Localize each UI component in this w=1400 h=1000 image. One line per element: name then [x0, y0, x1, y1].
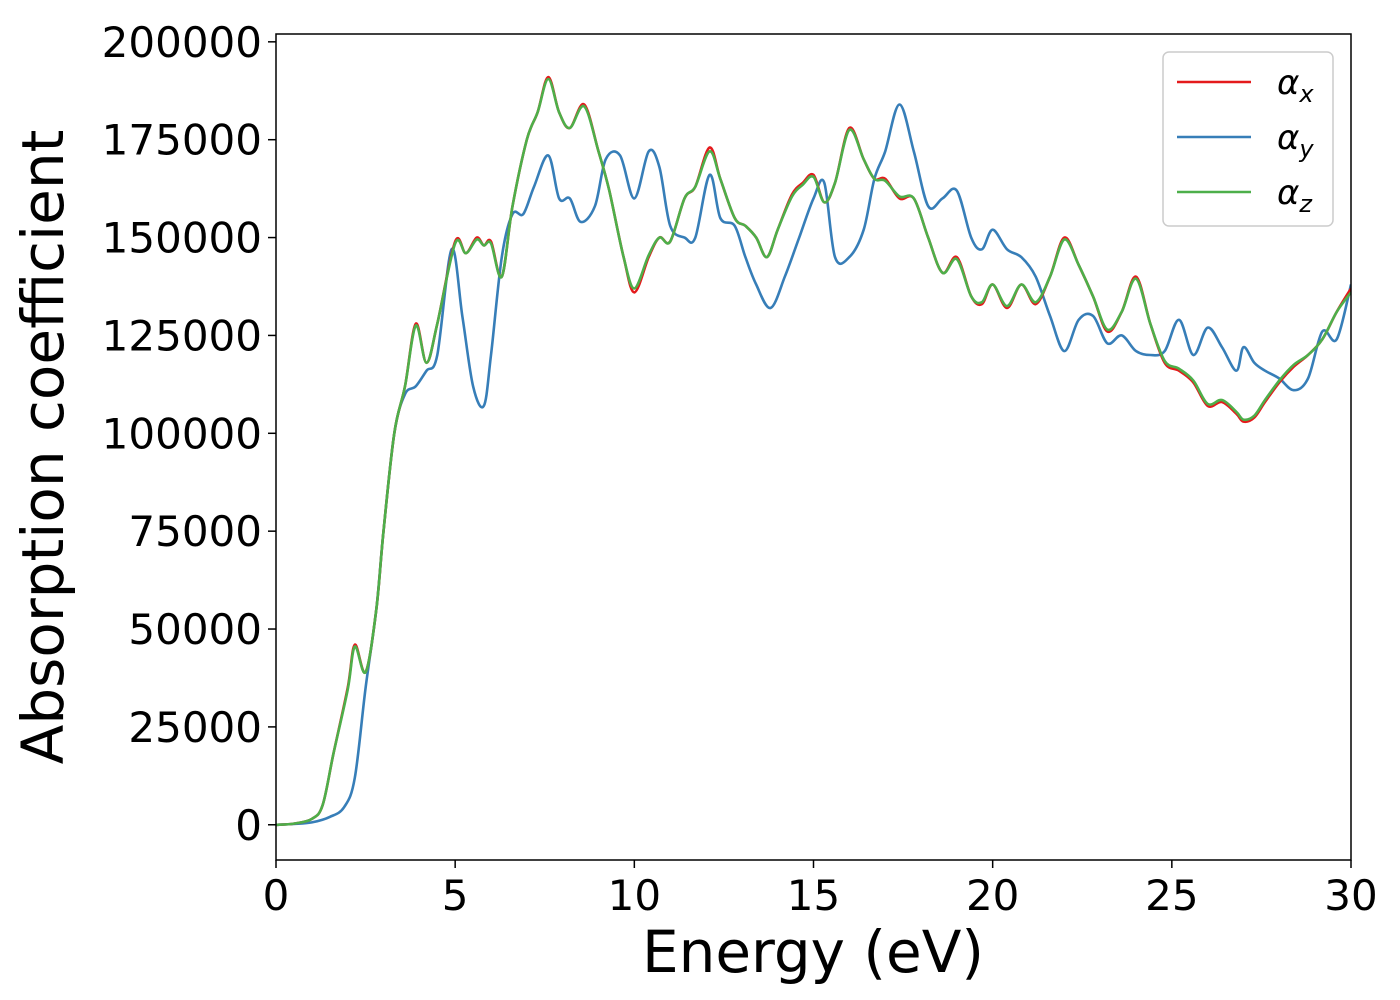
y-axis-title: Absorption coefficient — [9, 130, 77, 765]
x-axis-title: Energy (eV) — [642, 918, 984, 986]
y-tick-label: 75000 — [128, 507, 262, 556]
y-tick-label: 125000 — [102, 311, 262, 360]
x-axis: 0 5 10 15 20 25 30 — [263, 860, 1378, 920]
legend-label-z: αz — [1277, 173, 1313, 218]
x-tick-label: 15 — [787, 871, 840, 920]
series-line-z — [276, 77, 1351, 827]
y-axis: 0 25000 50000 75000 100000 125000 150000 175000… — [102, 18, 276, 850]
legend-label-y: αy — [1277, 118, 1314, 163]
x-tick-label: 5 — [442, 871, 469, 920]
y-tick-label: 25000 — [128, 703, 262, 752]
x-tick-label: 30 — [1324, 871, 1377, 920]
x-tick-label: 25 — [1145, 871, 1198, 920]
y-tick-label: 50000 — [128, 605, 262, 654]
x-tick-label: 10 — [608, 871, 661, 920]
y-tick-label: 175000 — [102, 116, 262, 165]
legend-box — [1162, 51, 1334, 227]
y-tick-label: 100000 — [102, 409, 262, 458]
x-tick-label: 20 — [966, 871, 1019, 920]
y-tick-label: 0 — [235, 801, 262, 850]
y-tick-label: 200000 — [102, 18, 262, 67]
legend-label-x: αx — [1277, 63, 1314, 108]
y-tick-label: 150000 — [102, 214, 262, 263]
series-layer — [276, 75, 1351, 827]
legend: αx αy αz — [1162, 51, 1334, 227]
x-tick-label: 0 — [263, 871, 290, 920]
